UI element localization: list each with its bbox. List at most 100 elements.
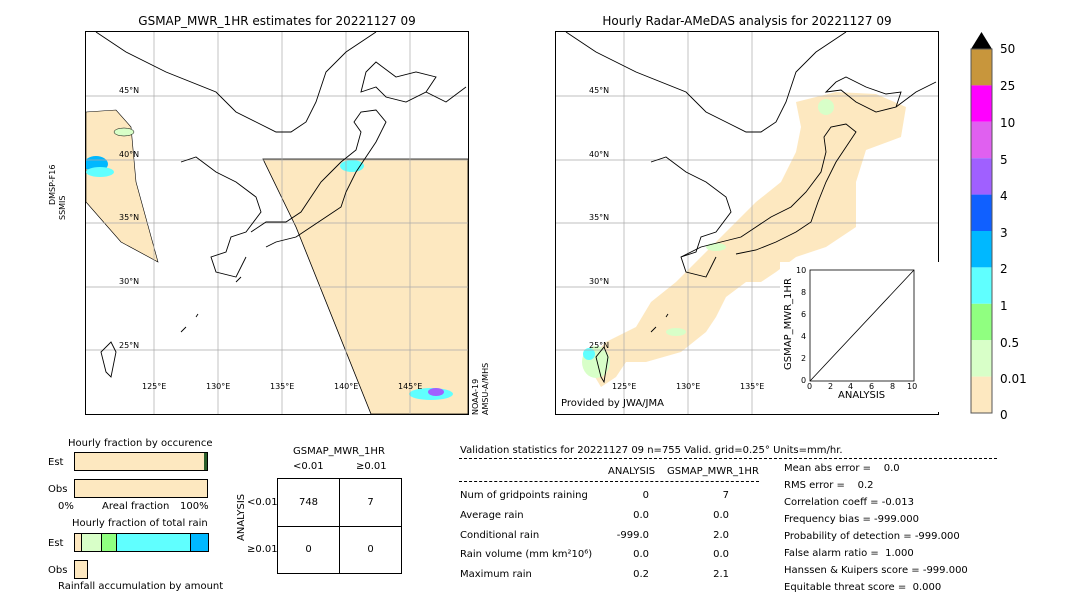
validation-divider	[459, 458, 997, 459]
occurrence-axis-right: 100%	[180, 501, 209, 512]
west-region	[86, 109, 159, 263]
colorbar-label: 5	[1000, 153, 1008, 167]
scatter-tick-y: 0	[801, 376, 807, 385]
coastline-japan	[680, 123, 857, 258]
colorbar-label: 25	[1000, 79, 1016, 93]
colorbar	[968, 30, 998, 414]
left-lon-label: 125°E	[142, 382, 167, 391]
colorbar-segment	[971, 49, 992, 86]
stat-gsmap: 2.0	[713, 530, 729, 541]
left-lat-label: 30°N	[119, 277, 140, 286]
stat-analysis: -999.0	[616, 530, 649, 541]
score-line: Equitable threat score = 0.000	[784, 582, 942, 593]
right-lon-label: 135°E	[740, 382, 765, 391]
left-lat-label: 45°N	[119, 86, 140, 95]
sensor-label-left-2: SSMIS	[58, 195, 67, 221]
scatter-canvas	[809, 269, 915, 382]
validation-col-gsmap: GSMAP_MWR_1HR	[667, 466, 759, 477]
total-rain-footer: Rainfall accumulation by amount	[58, 581, 224, 592]
scatter-ylabel: GSMAP_MWR_1HR	[783, 278, 794, 370]
right-lat-label: 25°N	[589, 341, 610, 350]
score-line: False alarm ratio = 1.000	[784, 548, 914, 559]
left-lat-label: 25°N	[119, 341, 140, 350]
total-rain-title: Hourly fraction of total rain	[72, 518, 208, 529]
validation-col-analysis: ANALYSIS	[608, 466, 656, 477]
score-line: Correlation coeff = -0.013	[784, 497, 914, 508]
data-credit: Provided by JWA/JMA	[561, 398, 664, 409]
scatter-tick-y: 10	[796, 266, 807, 275]
colorbar-label: 2	[1000, 262, 1008, 276]
colorbar-frame	[970, 48, 993, 414]
right-lon-label: 125°E	[612, 382, 637, 391]
stat-analysis: 0.2	[633, 569, 649, 580]
left-map-title: GSMAP_MWR_1HR estimates for 20221127 09	[138, 14, 416, 28]
contingency-cell: 0	[367, 544, 374, 555]
colorbar-label: 3	[1000, 226, 1008, 240]
scatter-tick-x: 6	[869, 382, 875, 391]
contingency-table: 748 7 0 0	[277, 478, 402, 574]
right-lon-label: 130°E	[676, 382, 701, 391]
sensor-label-left: DMSP-F16	[48, 164, 57, 205]
colorbar-segment	[971, 267, 992, 304]
occurrence-obs-label: Obs	[48, 484, 68, 495]
right-lat-label: 40°N	[589, 150, 610, 159]
colorbar-label: 10	[1000, 116, 1016, 130]
contingency-row2: ≥0.01	[247, 544, 278, 555]
total-rain-est-label: Est	[48, 538, 64, 549]
stat-label: Num of gridpoints raining	[460, 490, 588, 501]
scatter-xlabel: ANALYSIS	[838, 390, 886, 401]
right-map-title: Hourly Radar-AMeDAS analysis for 2022112…	[602, 14, 892, 28]
stat-analysis: 0	[642, 490, 649, 501]
one-to-one-line	[809, 269, 915, 382]
scatter-tick-y: 8	[801, 288, 807, 297]
contingency-row-axis: ANALYSIS	[236, 493, 247, 541]
scatter-tick-x: 4	[848, 382, 854, 391]
left-map	[85, 31, 469, 415]
contingency-col2: ≥0.01	[356, 461, 387, 472]
left-lat-label: 40°N	[119, 150, 140, 159]
score-line: Hanssen & Kuipers score = -999.000	[784, 565, 968, 576]
scatter-tick-x: 2	[828, 382, 834, 391]
contingency-col1: <0.01	[293, 461, 324, 472]
left-lon-label: 145°E	[398, 382, 423, 391]
left-lon-label: 130°E	[206, 382, 231, 391]
stat-label: Average rain	[460, 510, 524, 521]
stat-analysis: 0.0	[633, 510, 649, 521]
contingency-title: GSMAP_MWR_1HR	[293, 446, 385, 457]
scatter-plot	[780, 262, 940, 412]
contingency-row1: <0.01	[247, 497, 278, 508]
score-line: Frequency bias = -999.000	[784, 514, 919, 525]
right-lat-label: 35°N	[589, 213, 610, 222]
analysis-region	[586, 92, 906, 387]
occurrence-bar-est	[74, 452, 208, 471]
validation-col-divider	[459, 481, 759, 482]
validation-header: Validation statistics for 20221127 09 n=…	[460, 445, 843, 456]
contingency-cell: 748	[298, 497, 319, 508]
colorbar-label: 1	[1000, 299, 1008, 313]
total-rain-obs-label: Obs	[48, 565, 68, 576]
left-lon-label: 140°E	[334, 382, 359, 391]
colorbar-segment	[971, 303, 992, 341]
colorbar-segment	[971, 231, 992, 268]
occurrence-est-label: Est	[48, 457, 64, 468]
occurrence-title: Hourly fraction by occurence	[68, 438, 213, 449]
occurrence-bar-obs	[74, 479, 208, 498]
scatter-tick-x: 8	[890, 382, 896, 391]
scatter-tick-x: 10	[907, 382, 918, 391]
colorbar-label: 50	[1000, 42, 1016, 56]
total-rain-bar-est	[74, 533, 209, 552]
scatter-tick-y: 4	[801, 332, 807, 341]
sensor-label-right-2: AMSU-A/MHS	[481, 362, 490, 415]
stat-label: Conditional rain	[460, 530, 540, 541]
colorbar-label: 0.01	[1000, 372, 1027, 386]
score-line: Mean abs error = 0.0	[784, 463, 900, 474]
score-line: RMS error = 0.2	[784, 480, 874, 491]
colorbar-canvas	[970, 32, 993, 414]
colorbar-label: 4	[1000, 189, 1008, 203]
colorbar-segment	[971, 376, 992, 413]
colorbar-arrow	[971, 32, 992, 49]
left-lat-label: 35°N	[119, 213, 140, 222]
scatter-tick-y: 6	[801, 310, 807, 319]
scatter-tick-x: 0	[807, 382, 813, 391]
stat-gsmap: 0.0	[713, 549, 729, 560]
